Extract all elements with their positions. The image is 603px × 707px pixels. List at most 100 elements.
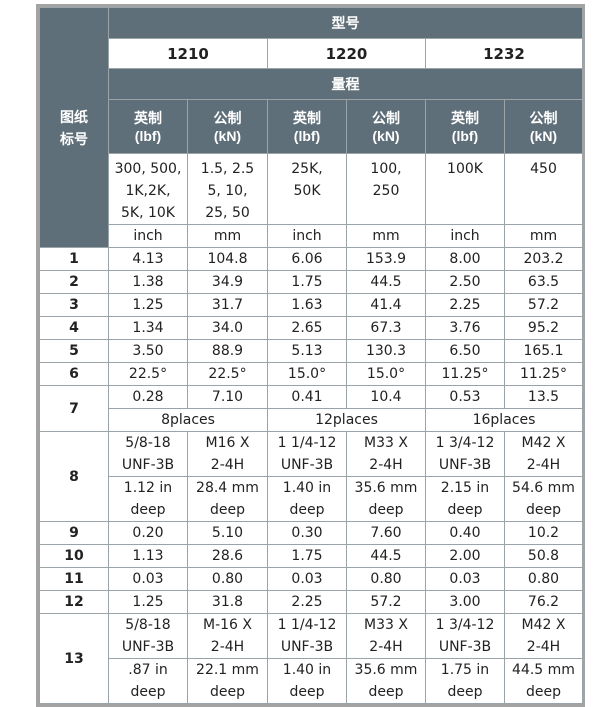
range-values: 100K [425,153,505,225]
cell-line: 54.6 mm [512,480,575,496]
dimension-value: 44.5 [346,270,426,294]
dimension-unit: mm [346,224,426,248]
dimension-value: 5/8-18 UNF-3B [108,613,188,659]
drawing-no: 2 [39,270,109,294]
range-values: 100, 250 [346,153,426,225]
cell-line: 100K [447,161,483,177]
model-1232: 1232 [425,38,583,69]
unit-header: 公制 (kN) [187,99,268,154]
dimension-value: 165.1 [504,339,583,363]
unit-header: 英制 (lbf) [425,99,505,154]
cell-line: 2-4H [369,639,403,655]
dimension-value: 2.50 [425,270,505,294]
thread-depth: 2.15 in deep [425,476,505,522]
dimension-value: 3.00 [425,590,505,614]
dimension-value: M33 X 2-4H [346,431,426,477]
dimension-value: 1 1/4-12 UNF-3B [267,613,347,659]
model-header: 型号 [108,7,583,39]
cell-line: 250 [372,183,400,199]
dimension-value: 1.75 [267,544,347,568]
hole-count: 8places [108,408,268,432]
dimension-value: 13.5 [504,385,583,409]
dimension-value: 50.8 [504,544,583,568]
drawing-no: 3 [39,293,109,317]
cell-line: (kN) [213,127,242,144]
dimension-value: 0.80 [346,567,426,591]
dimension-value: 1.25 [108,293,188,317]
cell-line: 2.15 in [440,480,490,496]
dimension-value: 0.03 [108,567,188,591]
dimension-value: 203.2 [504,247,583,271]
cell-line: M33 X [364,435,408,451]
table-row: 8places 12places 16places [40,408,583,432]
cell-line: (kN) [372,127,400,144]
dimension-unit: mm [187,224,268,248]
dimension-value: 1 3/4-12 UNF-3B [425,431,505,477]
dimension-value: 88.9 [187,339,268,363]
dimension-value: M16 X 2-4H [187,431,268,477]
dimension-value: 5.10 [187,521,268,545]
drawing-no: 10 [39,544,109,568]
dimension-value: 11.25° [504,362,583,386]
drawing-no: 1 [39,247,109,271]
cell-line: 公制 [372,109,400,126]
cell-line: deep [289,502,325,518]
table-row: .87 in deep 22.1 mm deep 1.40 in deep 35.6 mm d… [40,658,583,704]
dimension-value: 0.28 [108,385,188,409]
table-row: 4 1.34 34.0 2.65 67.3 3.76 95.2 [39,316,583,340]
cell-line: 1 3/4-12 [435,617,495,633]
dimension-value: 5/8-18 UNF-3B [108,431,188,477]
dimension-value: 4.13 [108,247,188,271]
cell-line: UNF-3B [438,639,492,655]
cell-line: deep [368,502,404,518]
thread-depth: 28.4 mm deep [187,476,268,522]
dimension-value: 10.4 [346,385,426,409]
dimension-value: 130.3 [346,339,426,363]
cell-line: M42 X [521,617,566,633]
cell-line: deep [526,502,561,518]
table-row: 11 0.03 0.80 0.03 0.80 0.03 0.80 [39,567,583,591]
table-row: 10 1.13 28.6 1.75 44.5 2.00 50.8 [39,544,583,568]
drawing-no: 13 [39,613,109,704]
range-values: 25K, 50K [267,153,347,225]
dimension-value: 34.9 [187,270,268,294]
dimension-value: 31.7 [187,293,268,317]
cell-line: 5/8-18 [125,617,171,633]
range-values: 300, 500, 1K,2K, 5K, 10K [108,153,188,225]
cell-line: 英制 [451,109,479,126]
cell-line: 标号 [60,130,88,147]
cell-line: deep [447,684,483,700]
cell-line: 英制 [293,109,321,126]
table-row: 英制 (lbf) 公制 (kN) 英制 (lbf) 公制 (kN) 英制 (lbf) 公制 (kN) [40,99,583,154]
dimension-value: 5.13 [267,339,347,363]
unit-header: 英制 (lbf) [108,99,188,154]
dimension-value: M33 X 2-4H [346,613,426,659]
cell-line: 公制 [529,109,558,126]
dimension-value: 2.00 [425,544,505,568]
model-1210: 1210 [108,38,268,69]
cell-line: 1 3/4-12 [435,435,495,451]
cell-line: 35.6 mm [354,662,418,678]
dimension-value: 57.2 [346,590,426,614]
table-row: 2 1.38 34.9 1.75 44.5 2.50 63.5 [39,270,583,294]
drawing-no: 12 [39,590,109,614]
thread-depth: 35.6 mm deep [346,476,426,522]
dimension-value: M-16 X 2-4H [187,613,268,659]
cell-line: (lbf) [134,127,162,144]
thread-depth: 1.75 in deep [425,658,505,704]
table-row: 300, 500, 1K,2K, 5K, 10K 1.5, 2.5 5, 10, 25, … [40,153,583,225]
dimension-value: 67.3 [346,316,426,340]
dimension-value: 15.0° [346,362,426,386]
cell-line: 5/8-18 [125,435,171,451]
dimension-value: M42 X 2-4H [504,431,583,477]
dimension-value: 0.40 [425,521,505,545]
dimension-value: 44.5 [346,544,426,568]
table-row: 1210 1220 1232 [40,38,583,69]
cell-line: 公制 [213,109,242,126]
table-row: 量程 [40,68,583,100]
dimension-value: 0.53 [425,385,505,409]
cell-line: 1.75 in [440,662,490,678]
dimension-value: 1.38 [108,270,188,294]
table-row: 12 1.25 31.8 2.25 57.2 3.00 76.2 [39,590,583,614]
cell-line: 5, 10, [207,183,248,199]
